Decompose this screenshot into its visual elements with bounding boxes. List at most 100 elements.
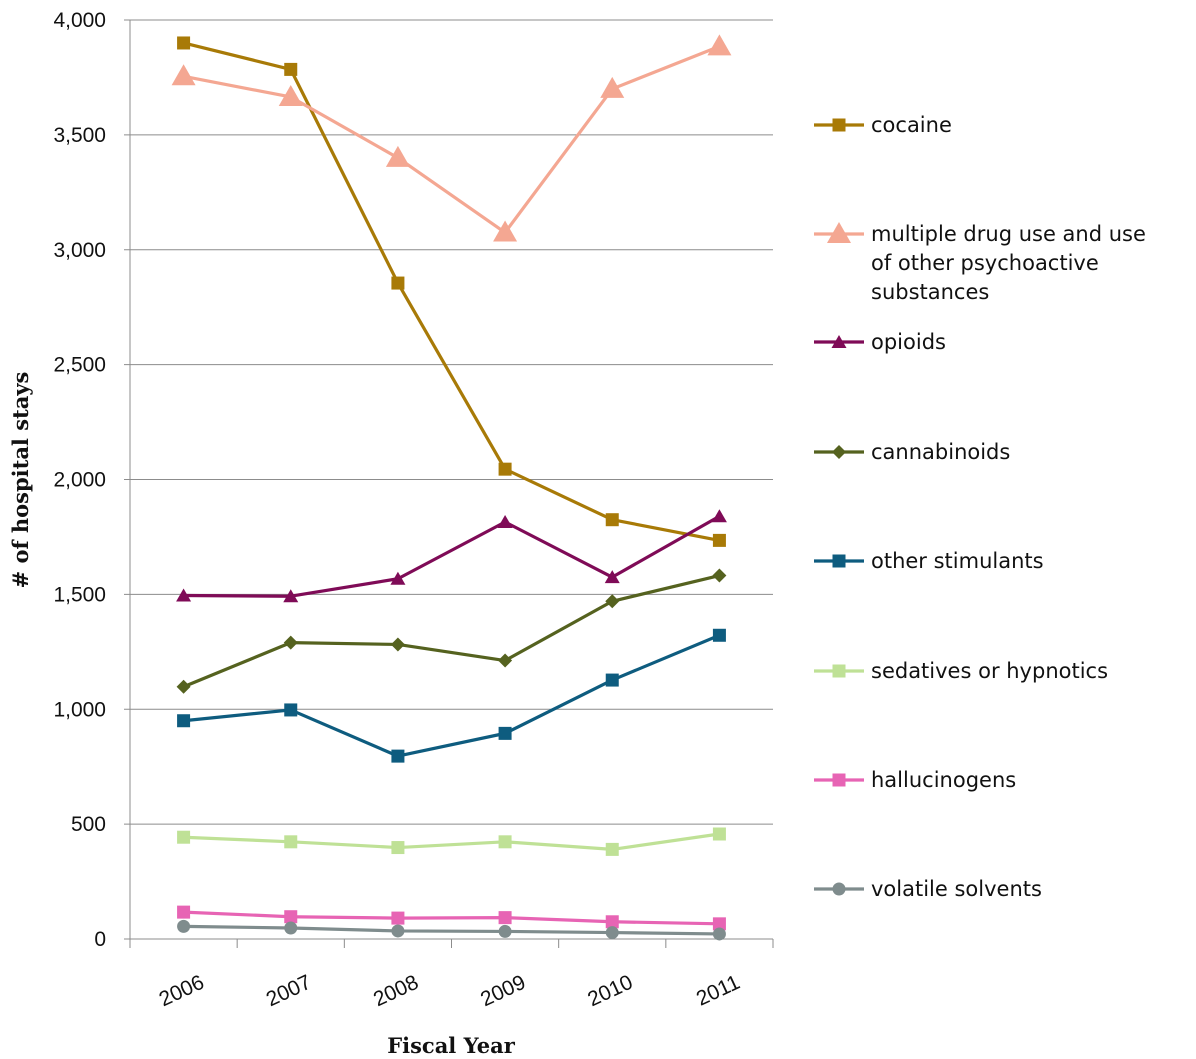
y-tick-label: 1,000 xyxy=(53,698,106,721)
axes: 0 500 1,000 1,500 2,000 2,500 3,000 3,500 4,000 2… xyxy=(53,9,774,1012)
data-point xyxy=(390,571,406,585)
x-tick-label: 2010 xyxy=(584,971,636,1012)
legend-label: opioids xyxy=(871,330,946,354)
legend-swatch-marker xyxy=(832,882,846,896)
data-point xyxy=(284,835,298,849)
data-point xyxy=(391,911,405,925)
legend-swatch-marker xyxy=(827,222,851,243)
series-cocaine xyxy=(177,36,726,547)
data-point xyxy=(391,749,405,763)
data-point xyxy=(278,84,303,106)
data-point xyxy=(604,570,620,584)
data-point xyxy=(498,726,512,740)
data-point xyxy=(177,830,191,844)
data-point xyxy=(283,589,299,603)
data-point xyxy=(385,145,410,167)
data-point xyxy=(391,924,405,938)
x-axis-title: Fiscal Year xyxy=(387,1033,516,1058)
series-line xyxy=(183,633,721,758)
legend-entry: sedatives or hypnotics xyxy=(814,659,1108,683)
legend-swatch-marker xyxy=(832,445,846,459)
y-tick-label: 2,000 xyxy=(53,469,106,492)
data-point xyxy=(498,462,512,476)
legend-label: volatile solvents xyxy=(871,877,1042,901)
data-point xyxy=(284,703,298,717)
data-point xyxy=(712,533,726,547)
data-point xyxy=(707,34,732,56)
y-tick-label: 4,000 xyxy=(53,9,106,32)
data-point xyxy=(712,917,726,931)
series-hallucinogens xyxy=(177,905,726,931)
y-tick-label: 3,000 xyxy=(53,239,106,262)
data-point xyxy=(390,637,405,652)
data-point xyxy=(498,653,513,668)
legend-label: cannabinoids xyxy=(871,440,1010,464)
data-point xyxy=(712,628,726,642)
series-line xyxy=(183,41,720,542)
legend-entry: other stimulants xyxy=(814,549,1044,573)
legend: cocaine multiple drug use and use of other… xyxy=(814,113,1146,901)
legend-swatch-marker xyxy=(832,554,846,568)
data-point xyxy=(284,910,298,924)
legend-swatch-marker xyxy=(832,773,846,787)
data-point xyxy=(284,921,298,935)
data-point xyxy=(391,276,405,290)
legend-entry: hallucinogens xyxy=(814,768,1016,792)
data-point xyxy=(283,635,298,650)
data-point xyxy=(171,64,196,86)
legend-entry: opioids xyxy=(814,330,946,354)
data-point xyxy=(177,905,191,919)
data-point xyxy=(177,714,191,728)
legend-entry: multiple drug use and use of other psycho… xyxy=(814,222,1146,304)
y-tick-label: 500 xyxy=(71,813,106,836)
data-point xyxy=(605,842,619,856)
data-point xyxy=(605,594,620,609)
x-tick-label: 2006 xyxy=(156,971,208,1012)
series-lines xyxy=(171,34,732,941)
y-tick-label: 3,500 xyxy=(53,124,106,147)
x-tick-label: 2007 xyxy=(263,971,315,1012)
data-point xyxy=(176,588,192,602)
data-point xyxy=(176,679,191,694)
series-multiple-drug-use-and-use-of-other-psychoactive-substances xyxy=(171,34,732,242)
data-point xyxy=(177,919,191,933)
legend-label: hallucinogens xyxy=(871,768,1016,792)
gridlines xyxy=(130,19,773,825)
series-line xyxy=(183,832,720,851)
y-tick-label: 1,500 xyxy=(53,583,106,606)
data-point xyxy=(284,62,298,76)
legend-label: cocaine xyxy=(871,113,952,137)
series-line xyxy=(182,573,720,689)
data-point xyxy=(177,36,191,50)
data-point xyxy=(498,835,512,849)
y-tick-label: 2,500 xyxy=(53,354,106,377)
x-tick-label: 2011 xyxy=(693,971,744,1011)
series-opioids xyxy=(176,509,727,603)
data-point xyxy=(497,515,513,529)
data-point xyxy=(605,915,619,929)
y-axis-title: # of hospital stays xyxy=(8,372,33,589)
series-line xyxy=(183,44,721,235)
data-point xyxy=(600,76,625,98)
series-line xyxy=(183,924,720,936)
data-point xyxy=(605,673,619,687)
series-sedatives-or-hypnotics xyxy=(177,827,726,856)
legend-swatch-marker xyxy=(832,118,846,132)
data-point xyxy=(605,926,619,940)
data-point xyxy=(498,924,512,938)
series-line xyxy=(183,514,721,598)
data-point xyxy=(712,927,726,941)
series-volatile-solvents xyxy=(177,919,726,941)
y-tick-label: 0 xyxy=(94,928,106,951)
legend-entry: volatile solvents xyxy=(814,877,1042,901)
data-point xyxy=(712,827,726,841)
legend-swatch-marker xyxy=(831,335,847,348)
legend-entry: cannabinoids xyxy=(814,440,1010,464)
data-point xyxy=(711,509,727,523)
series-line xyxy=(183,910,720,926)
x-tick-label: 2008 xyxy=(370,971,422,1012)
data-point xyxy=(712,568,727,583)
legend-swatch-marker xyxy=(832,664,846,678)
